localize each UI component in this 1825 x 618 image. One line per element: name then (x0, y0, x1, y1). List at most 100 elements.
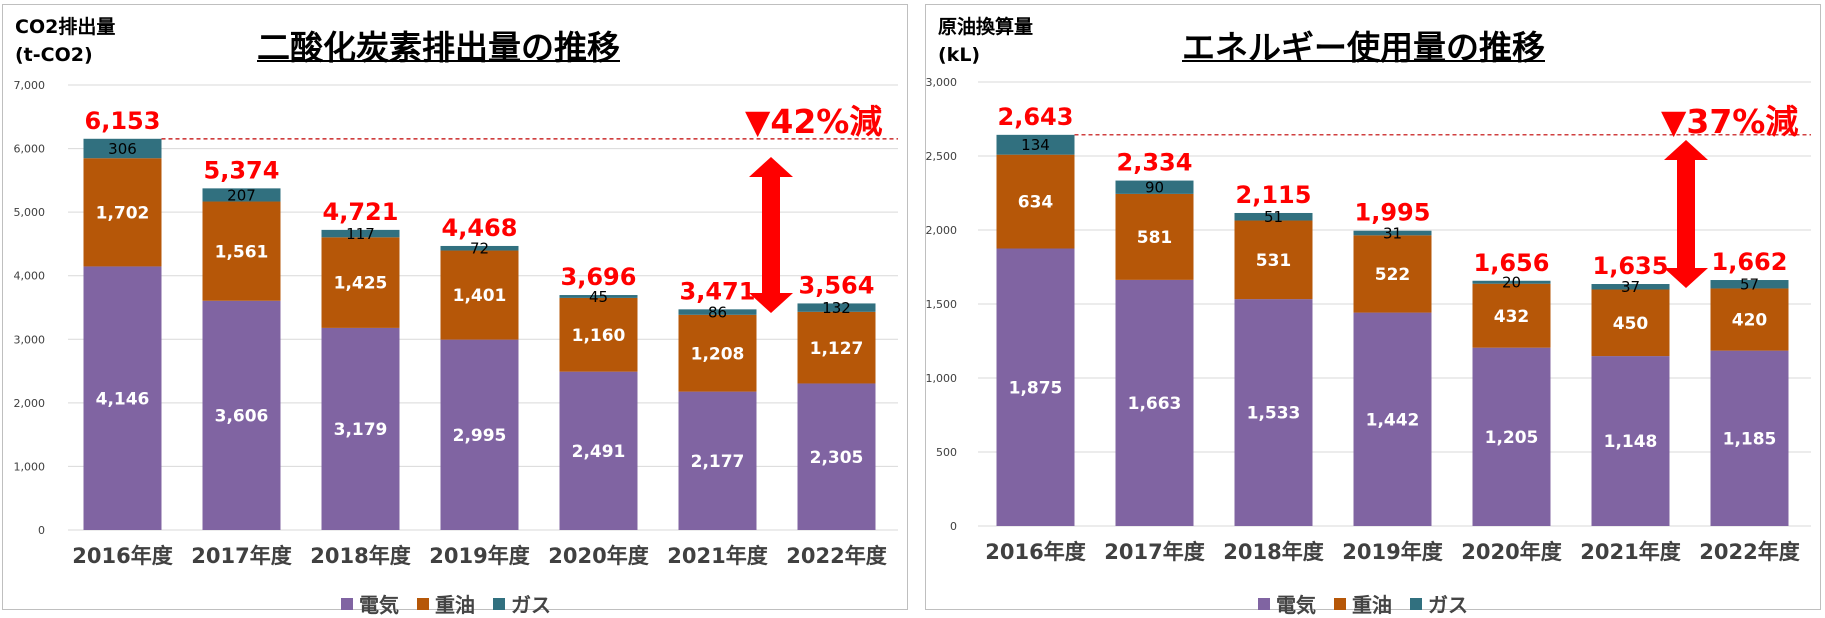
co2-ytick-label: 4,000 (14, 270, 46, 283)
co2-ytick-label: 6,000 (14, 143, 46, 156)
co2-segment-label-electricity: 2,305 (810, 448, 864, 468)
co2-chart-plot: 0 1,000 2,000 3,000 4,000 5,000 6,000 7,000 4,14… (14, 79, 898, 568)
co2-bar-gas (559, 295, 638, 298)
energy-category-label: 2021年度 (1580, 540, 1680, 564)
co2-segment-label-heavy-oil: 1,561 (215, 242, 269, 262)
co2-bar-gas (678, 309, 757, 315)
energy-chart-panel: 0 500 1,000 1,500 2,000 2,500 3,000 1,875 634 134… (925, 4, 1821, 617)
energy-bar-electricity (1234, 299, 1313, 526)
energy-bar-heavy-oil (1115, 193, 1194, 280)
legend-label-electricity: 電気 (1276, 593, 1316, 617)
energy-segment-label-heavy-oil: 531 (1256, 251, 1292, 271)
co2-segment-label-heavy-oil: 1,160 (572, 326, 626, 346)
legend-label-electricity: 電気 (359, 593, 399, 617)
co2-bar-electricity (83, 266, 162, 530)
energy-ytick-label: 2,500 (926, 150, 957, 163)
legend-item-heavy-oil: 重油 (1334, 589, 1392, 618)
energy-ytick-label: 0 (950, 520, 957, 533)
co2-chart-panel: 0 1,000 2,000 3,000 4,000 5,000 6,000 7,000 4,14… (2, 4, 908, 617)
co2-segment-label-heavy-oil: 1,208 (691, 344, 745, 364)
energy-segment-label-heavy-oil: 432 (1494, 307, 1530, 327)
co2-total-label: 3,564 (799, 271, 875, 299)
co2-category-label: 2022年度 (786, 544, 886, 568)
co2-segment-label-gas: 132 (822, 299, 851, 317)
energy-bar-heavy-oil (996, 154, 1075, 249)
co2-bar-heavy-oil (321, 237, 400, 328)
co2-segment-label-electricity: 3,179 (334, 420, 388, 440)
co2-bar-electricity (797, 383, 876, 530)
energy-reduction-arrow (1664, 140, 1708, 288)
energy-total-label: 2,115 (1236, 181, 1312, 209)
energy-category-label: 2022年度 (1699, 540, 1799, 564)
co2-segment-label-heavy-oil: 1,702 (96, 203, 150, 223)
co2-bar-electricity (202, 300, 281, 530)
co2-ytick-label: 5,000 (14, 206, 46, 219)
legend-item-gas: ガス (493, 589, 551, 618)
energy-bar-heavy-oil (1353, 235, 1432, 313)
energy-segment-label-heavy-oil: 450 (1613, 314, 1649, 334)
co2-reduction-label: ▼42%減 (745, 102, 883, 141)
energy-segment-label-electricity: 1,875 (1009, 378, 1063, 398)
energy-ytick-label: 1,500 (926, 298, 957, 311)
co2-ytick-label: 1,000 (14, 460, 46, 473)
energy-segment-label-gas: 134 (1021, 136, 1050, 154)
energy-category-label: 2020年度 (1461, 540, 1561, 564)
co2-segment-label-heavy-oil: 1,425 (334, 274, 388, 294)
energy-bar-gas (1710, 280, 1789, 289)
energy-chart-plot: 0 500 1,000 1,500 2,000 2,500 3,000 1,875 634 134… (926, 76, 1811, 564)
co2-bar-electricity (321, 327, 400, 530)
energy-unit-label: 原油換算量 (kL) (938, 13, 1033, 69)
energy-bar-electricity (1591, 356, 1670, 526)
energy-segment-label-electricity: 1,663 (1128, 394, 1182, 414)
co2-bar-heavy-oil (559, 297, 638, 372)
co2-bar-gas (440, 245, 519, 251)
legend-item-heavy-oil: 重油 (417, 589, 475, 618)
co2-segment-label-gas: 45 (589, 288, 608, 306)
energy-segment-label-heavy-oil: 522 (1375, 265, 1411, 285)
co2-unit-line1: CO2排出量 (15, 16, 116, 38)
co2-bar-heavy-oil (202, 201, 281, 301)
co2-segment-label-heavy-oil: 1,401 (453, 286, 507, 306)
co2-category-label: 2021年度 (667, 544, 767, 568)
energy-total-label: 1,635 (1593, 252, 1669, 280)
legend-swatch-gas (493, 597, 505, 610)
legend-label-gas: ガス (511, 593, 551, 617)
energy-bar-heavy-oil (1591, 289, 1670, 357)
energy-bar-electricity (1115, 279, 1194, 526)
energy-ytick-label: 500 (936, 446, 957, 459)
energy-bar-heavy-oil (1710, 288, 1789, 351)
energy-segment-label-electricity: 1,185 (1723, 429, 1777, 449)
energy-segment-label-electricity: 1,148 (1604, 432, 1658, 452)
co2-segment-label-heavy-oil: 1,127 (810, 339, 864, 359)
co2-bar-gas (797, 303, 876, 312)
energy-bar-gas (996, 134, 1075, 155)
co2-category-label: 2017年度 (191, 544, 291, 568)
legend-label-heavy-oil: 重油 (1352, 593, 1392, 617)
energy-segment-label-gas: 20 (1502, 274, 1521, 292)
energy-bar-heavy-oil (1472, 283, 1551, 348)
co2-segment-label-gas: 117 (346, 225, 375, 243)
co2-bar-heavy-oil (678, 314, 757, 392)
energy-bar-gas (1115, 180, 1194, 194)
energy-bar-heavy-oil (1234, 220, 1313, 300)
energy-category-label: 2017年度 (1104, 540, 1204, 564)
co2-total-label: 5,374 (204, 156, 280, 184)
energy-ytick-label: 1,000 (926, 372, 957, 385)
co2-total-label: 3,471 (680, 277, 756, 305)
energy-unit-line1: 原油換算量 (938, 16, 1034, 38)
co2-segment-label-gas: 207 (227, 186, 256, 204)
energy-category-label: 2018年度 (1223, 540, 1323, 564)
co2-segment-label-gas: 306 (108, 140, 137, 158)
energy-total-label: 1,656 (1474, 249, 1550, 277)
energy-ytick-label: 2,000 (926, 224, 957, 237)
energy-segment-label-electricity: 1,205 (1485, 428, 1539, 448)
energy-bar-electricity (996, 248, 1075, 526)
energy-segment-label-heavy-oil: 634 (1018, 193, 1054, 213)
co2-bar-gas (321, 229, 400, 238)
energy-segment-label-electricity: 1,533 (1247, 404, 1301, 424)
energy-reduction-label: ▼37%減 (1661, 102, 1799, 141)
co2-bar-electricity (678, 391, 757, 530)
energy-total-label: 2,643 (998, 103, 1074, 131)
energy-ytick-label: 3,000 (926, 76, 957, 89)
energy-bar-gas (1353, 230, 1432, 236)
